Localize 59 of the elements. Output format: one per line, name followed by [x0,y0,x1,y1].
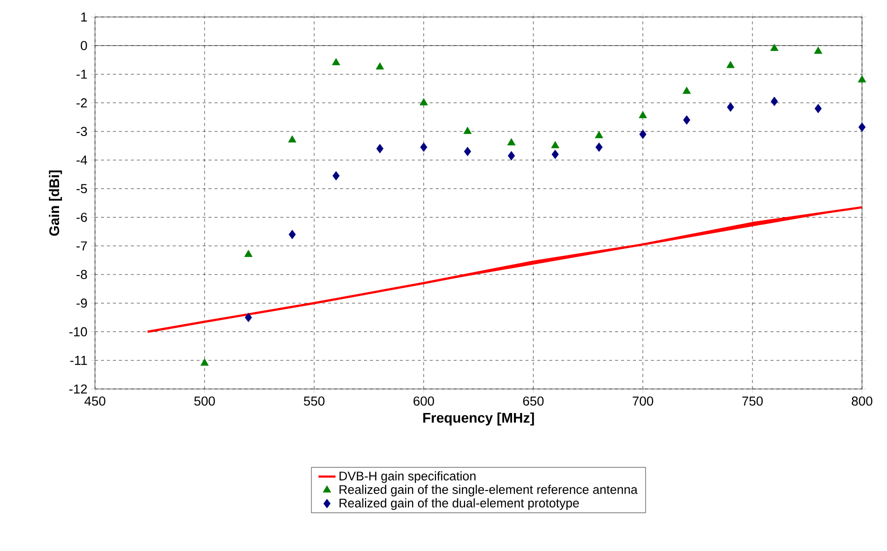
y-tick-label: -8 [76,270,87,280]
point [551,141,560,148]
y-tick-label: 0 [80,41,88,50]
point [682,86,691,94]
point [463,126,472,134]
point [332,58,340,66]
legend-label: DVB-H gain specification [340,471,476,483]
x-axis-title: Frequency [MHz] [423,412,534,426]
y-tick-label: -12 [69,384,87,394]
x-tick-label: 600 [414,396,434,406]
y-axis-title: Gain [dBi] [48,170,62,236]
y-tick-label: -5 [76,184,87,194]
point [376,144,384,154]
y-tick-label: -6 [76,212,87,222]
x-tick-label: 550 [304,396,324,406]
y-tick-label: -10 [69,327,87,336]
point [770,44,778,51]
y-tick-label: -4 [76,156,88,165]
point [594,131,604,138]
y-tick-label: -7 [76,241,87,250]
point [464,146,472,156]
point [595,142,603,152]
x-tick-label: 700 [632,396,654,406]
legend-label: Realized gain of the single-element reference antenna [340,484,638,496]
y-tick-label: -3 [76,126,87,136]
point [814,104,822,114]
point [639,130,646,139]
point [420,142,428,152]
point [858,75,866,82]
point [770,96,778,106]
point [376,62,384,70]
point [638,111,647,118]
x-tick-label: 450 [84,396,106,406]
point [420,98,428,106]
point [683,115,690,125]
y-tick-label: -11 [70,356,87,365]
x-tick-label: 750 [742,396,763,406]
x-tick-label: 650 [523,396,544,406]
point [244,312,252,322]
point [508,151,515,160]
y-tick-label: -1 [76,70,87,79]
y-tick-label: 1 [81,12,87,22]
point [814,46,822,54]
y-tick-label: -9 [76,298,87,308]
point [726,60,735,68]
point [858,122,866,132]
point [507,138,516,146]
point [726,102,734,112]
x-tick-label: 500 [194,396,215,406]
y-tick-label: -2 [76,98,87,108]
point [288,230,296,240]
point [200,358,209,366]
point [332,171,340,180]
line-series [146,206,864,333]
legend-label: Realized gain of the dual-element prototype [340,498,579,510]
point [244,250,252,257]
point [288,135,296,142]
x-tick-label: 800 [852,396,872,406]
point [552,150,559,160]
